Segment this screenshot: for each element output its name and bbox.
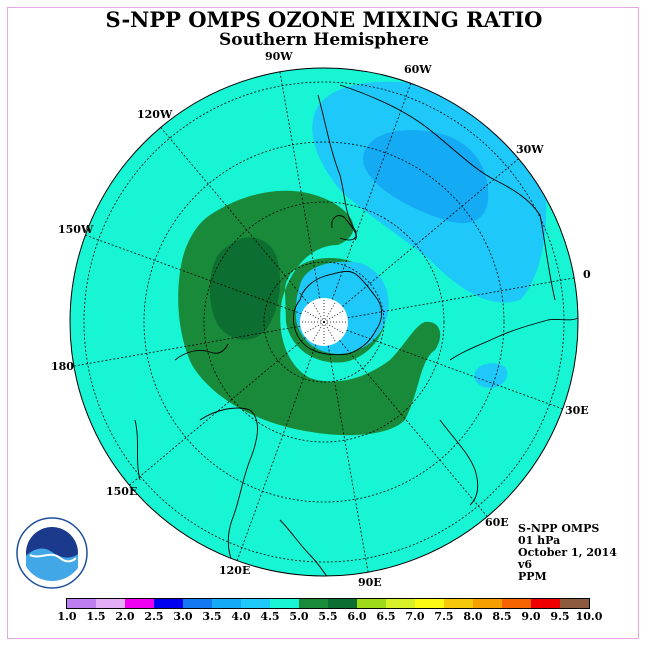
pole-meridian bbox=[312, 302, 325, 323]
pole-meridian bbox=[304, 321, 325, 334]
lon-label-90w: 90W bbox=[265, 50, 293, 63]
latitude-circle bbox=[263, 261, 385, 383]
colorbar-segment bbox=[415, 599, 444, 608]
ozone-contour-3-5 bbox=[363, 130, 489, 224]
latitude-circle bbox=[203, 201, 445, 443]
colorbar-tick-label: 4.0 bbox=[231, 610, 251, 623]
colorbar-segment bbox=[357, 599, 386, 608]
colorbar-segment bbox=[328, 599, 357, 608]
version-text: v6 bbox=[518, 558, 533, 571]
colorbar-segment bbox=[212, 599, 241, 608]
colorbar-tick-label: 2.0 bbox=[115, 610, 135, 623]
level-text: 01 hPa bbox=[518, 534, 561, 547]
colorbar-segment bbox=[299, 599, 328, 608]
date-text: October 1, 2014 bbox=[518, 546, 617, 559]
pole-meridian bbox=[304, 310, 325, 323]
colorbar-segment bbox=[502, 599, 531, 608]
colorbar-labels: 1.0 1.5 2.0 2.5 3.0 3.5 4.0 4.5 5.0 5.5 6.0 6.5 7.0 7… bbox=[0, 610, 648, 624]
colorbar-segment bbox=[270, 599, 299, 608]
lon-label-150w: 150W bbox=[58, 223, 94, 236]
lon-label-30e: 30E bbox=[565, 404, 589, 417]
colorbar-tick-label: 7.0 bbox=[405, 610, 425, 623]
pole-meridian bbox=[323, 302, 336, 323]
graticule bbox=[73, 71, 575, 573]
colorbar-tick-label: 5.0 bbox=[289, 610, 309, 623]
colorbar-segment bbox=[183, 599, 212, 608]
pole-meridian bbox=[323, 310, 344, 323]
lon-label-30w: 30W bbox=[516, 143, 544, 156]
colorbar-tick-label: 8.0 bbox=[463, 610, 483, 623]
colorbar-tick-label: 6.0 bbox=[347, 610, 367, 623]
lon-label-60w: 60W bbox=[404, 63, 432, 76]
lon-label-120e: 120E bbox=[219, 564, 251, 577]
lon-label-180: 180 bbox=[51, 360, 74, 373]
lon-label-120w: 120W bbox=[137, 108, 173, 121]
colorbar-segment bbox=[444, 599, 473, 608]
info-block: S-NPP OMPS 01 hPa October 1, 2014 v6 PPM bbox=[518, 523, 617, 583]
latitude-circle bbox=[83, 81, 565, 563]
lon-label-90e: 90E bbox=[358, 576, 382, 589]
latitude-circle bbox=[143, 141, 505, 503]
lon-label-150e: 150E bbox=[106, 485, 138, 498]
coastlines bbox=[134, 84, 578, 576]
colorbar-segment bbox=[386, 599, 415, 608]
map-subtitle: Southern Hemisphere bbox=[219, 30, 429, 50]
colorbar-segment bbox=[67, 599, 96, 608]
colorbar-tick-label: 9.5 bbox=[550, 610, 570, 623]
colorbar-tick-label: 9.0 bbox=[521, 610, 541, 623]
colorbar-segment bbox=[531, 599, 560, 608]
colorbar-segment bbox=[125, 599, 154, 608]
pole-meridian bbox=[323, 321, 344, 334]
ozone-contour-4-0-small bbox=[474, 363, 508, 388]
colorbar-tick-label: 3.5 bbox=[202, 610, 222, 623]
page-frame bbox=[7, 7, 639, 639]
instrument-text: S-NPP OMPS bbox=[518, 522, 600, 535]
colorbar-segment bbox=[473, 599, 502, 608]
pole-meridian bbox=[323, 321, 336, 342]
colorbar-tick-label: 5.5 bbox=[318, 610, 338, 623]
colorbar-segment bbox=[560, 599, 589, 608]
lon-label-60e: 60E bbox=[485, 516, 509, 529]
colorbar-segment bbox=[241, 599, 270, 608]
colorbar-tick-label: 2.5 bbox=[144, 610, 164, 623]
lon-label-0: 0 bbox=[583, 268, 591, 281]
colorbar-tick-label: 1.0 bbox=[57, 610, 77, 623]
colorbar-tick-label: 1.5 bbox=[86, 610, 106, 623]
colorbar-tick-label: 4.5 bbox=[260, 610, 280, 623]
colorbar-segment bbox=[96, 599, 125, 608]
colorbar-tick-label: 8.5 bbox=[492, 610, 512, 623]
colorbar-tick-label: 6.5 bbox=[376, 610, 396, 623]
colorbar-tick-label: 7.5 bbox=[434, 610, 454, 623]
noaa-logo bbox=[16, 517, 88, 589]
pole-meridian bbox=[312, 321, 325, 342]
colorbar bbox=[66, 598, 590, 609]
map-boundary bbox=[69, 67, 579, 577]
ozone-contour-6-0 bbox=[209, 237, 281, 340]
units-text: PPM bbox=[518, 570, 547, 583]
colorbar-segment bbox=[154, 599, 183, 608]
colorbar-tick-label: 10.0 bbox=[575, 610, 603, 623]
map-title: S-NPP OMPS OZONE MIXING RATIO bbox=[105, 7, 543, 32]
colorbar-tick-label: 3.0 bbox=[173, 610, 193, 623]
